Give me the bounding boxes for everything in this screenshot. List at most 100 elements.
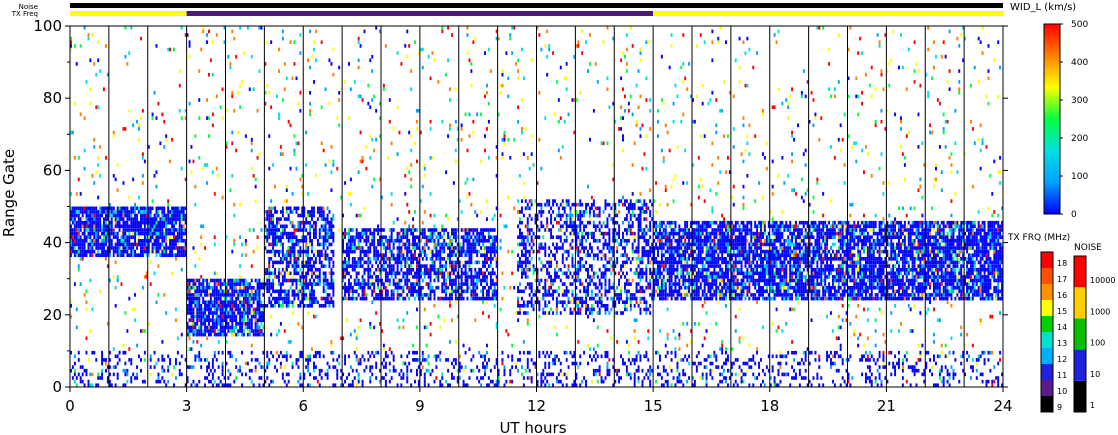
echo-cell bbox=[75, 239, 78, 243]
echo-cell bbox=[717, 264, 720, 268]
echo-cell bbox=[738, 296, 741, 301]
echo-cell bbox=[695, 260, 698, 265]
echo-cell bbox=[190, 285, 193, 290]
echo-cell bbox=[674, 224, 677, 229]
txfreq-bar-segment bbox=[186, 11, 654, 16]
echo-cell bbox=[314, 300, 317, 305]
echo-cell bbox=[83, 235, 86, 240]
echo-cell bbox=[486, 239, 488, 243]
echo-cell bbox=[678, 285, 681, 290]
echo-cell bbox=[303, 249, 306, 254]
echo-cell bbox=[738, 235, 741, 240]
echo-cell bbox=[209, 311, 212, 315]
echo-cell bbox=[581, 296, 584, 301]
echo-cell bbox=[99, 220, 102, 225]
echo-cell bbox=[567, 289, 570, 294]
echo-cell bbox=[394, 275, 397, 279]
echo-cell bbox=[730, 239, 733, 243]
echo-cell bbox=[140, 253, 142, 258]
echo-cell bbox=[742, 242, 745, 247]
echo-cell bbox=[633, 231, 636, 236]
echo-cell bbox=[246, 300, 249, 305]
echo-cell bbox=[709, 253, 712, 258]
echo-cell bbox=[629, 202, 632, 207]
echo-cell bbox=[258, 314, 261, 319]
echo-cell bbox=[670, 253, 673, 258]
echo-cell bbox=[297, 296, 300, 301]
echo-cell bbox=[713, 253, 716, 258]
echo-cell bbox=[460, 275, 463, 279]
echo-cell bbox=[433, 271, 436, 276]
echo-cell bbox=[684, 282, 687, 286]
echo-cell bbox=[659, 296, 661, 301]
echo-cell bbox=[672, 249, 675, 254]
echo-cell bbox=[349, 235, 352, 240]
echo-cell bbox=[105, 242, 107, 247]
echo-cell bbox=[406, 271, 409, 276]
echo-cell bbox=[406, 228, 409, 232]
echo-cell bbox=[276, 220, 278, 225]
echo-cell bbox=[674, 239, 677, 243]
echo-cell bbox=[159, 231, 162, 236]
echo-cell bbox=[361, 296, 364, 301]
echo-cell bbox=[196, 314, 199, 319]
echo-cell bbox=[431, 260, 434, 265]
echo-cell bbox=[462, 296, 465, 301]
echo-cell bbox=[620, 289, 623, 294]
echo-cell bbox=[746, 239, 749, 243]
echo-cell bbox=[474, 228, 477, 232]
echo-cell bbox=[173, 242, 175, 247]
echo-cell bbox=[682, 242, 685, 247]
echo-cell bbox=[756, 282, 759, 286]
echo-cell bbox=[386, 289, 389, 294]
echo-cell bbox=[349, 285, 352, 290]
echo-cell bbox=[134, 220, 137, 225]
echo-cell bbox=[697, 231, 700, 236]
echo-cell bbox=[521, 271, 523, 276]
echo-cell bbox=[70, 206, 72, 211]
echo-cell bbox=[274, 231, 277, 236]
echo-cell bbox=[190, 329, 193, 333]
echo-cell bbox=[281, 300, 284, 305]
echo-cell bbox=[163, 213, 166, 218]
echo-cell bbox=[709, 275, 712, 279]
echo-cell bbox=[472, 289, 475, 294]
echo-cell bbox=[616, 296, 619, 301]
echo-cell bbox=[489, 296, 492, 301]
echo-cell bbox=[625, 260, 628, 265]
echo-cell bbox=[215, 289, 218, 294]
echo-cell bbox=[732, 264, 735, 268]
echo-cell bbox=[375, 267, 378, 272]
echo-cell bbox=[223, 293, 226, 297]
echo-cell bbox=[581, 264, 584, 268]
echo-cell bbox=[639, 267, 642, 272]
echo-cell bbox=[328, 210, 331, 214]
echo-cell bbox=[659, 224, 661, 229]
echo-cell bbox=[688, 285, 691, 290]
echo-cell bbox=[629, 213, 632, 218]
echo-cell bbox=[406, 257, 409, 261]
echo-cell bbox=[474, 242, 477, 247]
echo-cell bbox=[608, 231, 611, 236]
echo-cell bbox=[194, 332, 197, 337]
echo-cell bbox=[108, 235, 111, 240]
echo-cell bbox=[730, 271, 733, 276]
echo-cell bbox=[237, 311, 240, 315]
echo-cell bbox=[672, 246, 675, 250]
echo-cell bbox=[466, 260, 469, 265]
echo-cell bbox=[344, 282, 347, 286]
echo-cell bbox=[606, 296, 609, 301]
echo-cell bbox=[254, 293, 257, 297]
echo-cell bbox=[274, 210, 277, 214]
echo-cell bbox=[157, 206, 160, 211]
echo-cell bbox=[717, 285, 720, 290]
echo-cell bbox=[573, 296, 576, 301]
echo-cell bbox=[313, 278, 315, 283]
echo-cell bbox=[674, 267, 677, 272]
echo-cell bbox=[83, 249, 86, 254]
echo-cell bbox=[281, 231, 284, 236]
echo-cell bbox=[93, 213, 96, 218]
echo-cell bbox=[299, 246, 302, 250]
echo-cell bbox=[524, 199, 527, 203]
echo-cell bbox=[355, 264, 358, 268]
